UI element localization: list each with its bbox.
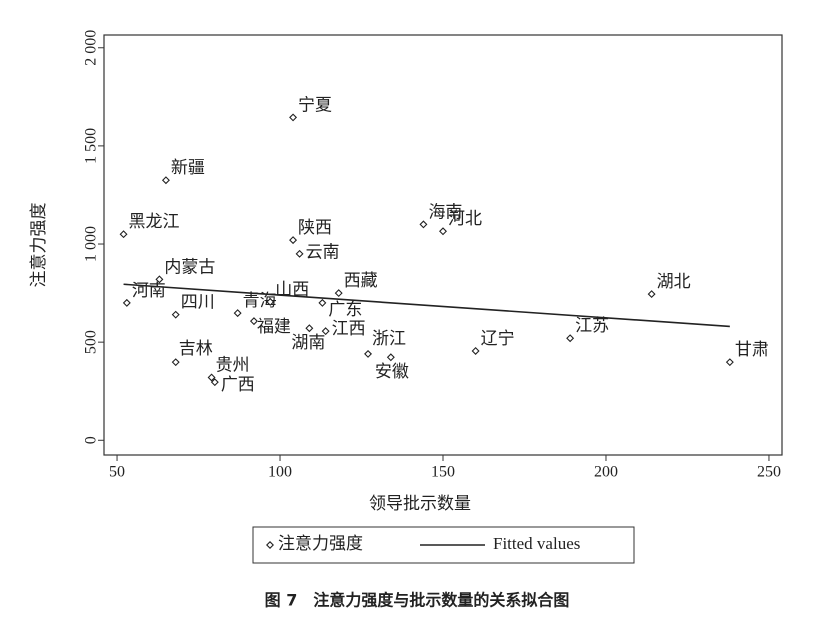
point-label: 新疆: [171, 158, 205, 177]
scatter-point: [249, 317, 258, 326]
scatter-point: [171, 358, 180, 367]
scatter-point: [386, 353, 395, 362]
x-tick-label: 100: [268, 464, 292, 481]
point-label: 辽宁: [481, 329, 515, 348]
point-label: 河南: [132, 281, 166, 300]
y-tick-label: 0: [83, 436, 100, 444]
point-label: 甘肃: [735, 340, 769, 359]
scatter-point: [233, 309, 242, 318]
point-label: 陕西: [298, 218, 332, 237]
y-tick-label: 1 000: [83, 226, 100, 262]
scatter-point: [647, 290, 656, 299]
scatter-point: [364, 349, 373, 358]
scatter-point: [289, 113, 298, 122]
point-label: 云南: [306, 243, 340, 262]
legend-box: [252, 526, 635, 564]
point-label: 广西: [221, 375, 255, 394]
scatter-point: [155, 275, 164, 284]
point-label: 贵州: [216, 355, 250, 374]
scatter-point: [321, 327, 330, 336]
legend-label: 注意力强度: [278, 534, 363, 553]
scatter-point: [305, 324, 314, 333]
point-label: 湖北: [657, 272, 691, 291]
y-tick-label: 2 000: [83, 30, 100, 66]
point-label: 山西: [275, 280, 309, 299]
x-tick-label: 150: [431, 464, 455, 481]
x-tick-label: 50: [109, 464, 125, 481]
point-label: 福建: [257, 317, 291, 336]
scatter-point: [318, 298, 327, 307]
scatter-point: [171, 310, 180, 319]
point-label: 安徽: [375, 362, 409, 381]
legend-marker: [266, 541, 274, 549]
point-label: 湖南: [291, 333, 325, 352]
scatter-point: [439, 227, 447, 236]
legend-label: Fitted values: [493, 534, 580, 553]
scatter-point: [119, 230, 128, 239]
point-label: 浙江: [372, 329, 406, 348]
caption: 图 7 注意力强度与批示数量的关系拟合图: [265, 591, 570, 610]
x-tick-label: 250: [757, 464, 781, 481]
scatter-point: [725, 358, 734, 367]
point-label: 内蒙古: [164, 257, 215, 276]
point-label: 海南: [428, 202, 462, 221]
fitted-line: [123, 283, 730, 328]
point-label: 宁夏: [298, 95, 332, 114]
scatter-point: [122, 298, 131, 307]
x-tick-label: 200: [594, 464, 618, 481]
point-label: 四川: [181, 293, 215, 312]
point-label: 西藏: [344, 271, 378, 290]
scatter-point: [566, 334, 575, 343]
scatter-point: [207, 373, 216, 382]
point-label: 江苏: [575, 316, 609, 335]
scatter-point: [471, 347, 480, 355]
point-label: 江西: [332, 319, 366, 338]
point-label: 吉林: [179, 339, 213, 358]
scatter-point: [334, 289, 343, 298]
scatter-point: [295, 249, 304, 258]
y-tick-label: 1 500: [83, 128, 100, 164]
scatter-point: [289, 236, 298, 245]
point-label: 青海: [243, 291, 277, 310]
scatter-point: [161, 176, 170, 185]
scatter-point: [210, 378, 219, 387]
x-axis-title: 领导批示数量: [369, 494, 471, 513]
y-axis-title: 注意力强度: [29, 203, 48, 288]
point-label: 河北: [448, 209, 482, 228]
y-tick-label: 500: [83, 330, 100, 354]
point-label: 黑龙江: [129, 212, 180, 231]
plot-frame: [103, 34, 783, 456]
scatter-point: [419, 220, 428, 229]
point-label: 广东: [328, 300, 362, 319]
scatter-point: [266, 297, 275, 306]
